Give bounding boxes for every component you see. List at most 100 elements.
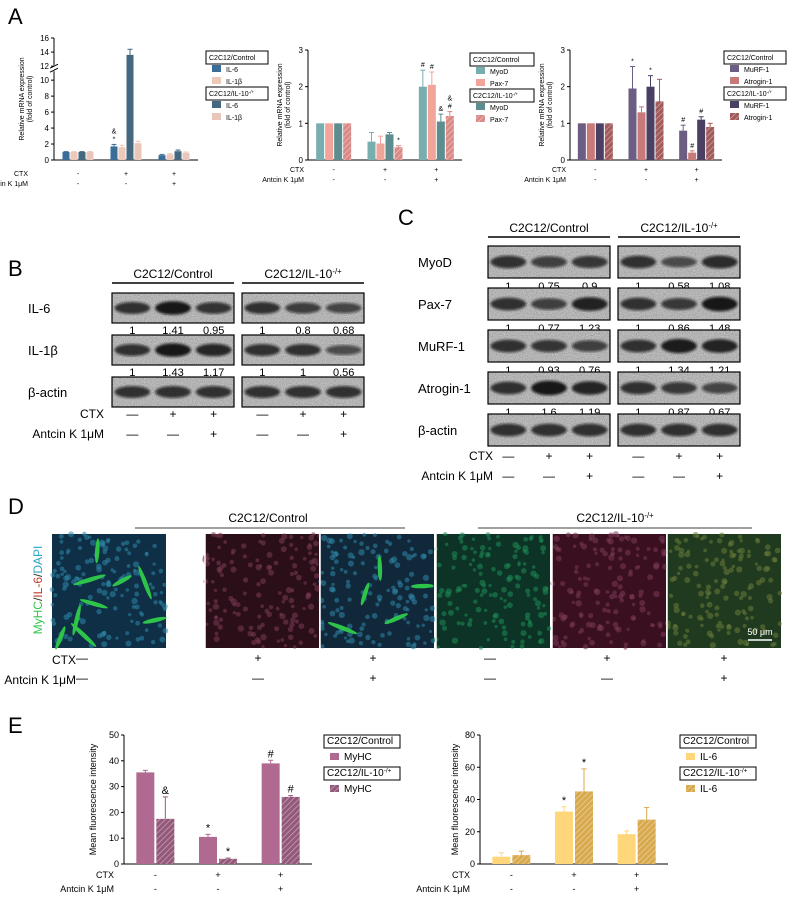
sig-mark-A2: & bbox=[447, 96, 452, 103]
nucleus-dot bbox=[310, 565, 317, 572]
nucleus-dot bbox=[427, 549, 433, 555]
nucleus-dot bbox=[235, 611, 241, 617]
nucleus-dot bbox=[367, 591, 373, 596]
nucleus-dot bbox=[291, 612, 298, 619]
nucleus-dot bbox=[294, 619, 299, 624]
nucleus-dot bbox=[205, 622, 209, 626]
y-tick-label-A1: 14 bbox=[40, 48, 49, 57]
bar-A1 bbox=[174, 151, 182, 160]
nucleus-dot bbox=[416, 624, 420, 628]
nucleus-dot bbox=[715, 623, 721, 629]
nucleus-dot bbox=[706, 592, 710, 597]
y-tick-label-E2: 0 bbox=[470, 859, 475, 869]
nucleus-dot bbox=[765, 550, 772, 557]
legend-group-title-A3: C2C12/Control bbox=[727, 55, 774, 62]
nucleus-dot bbox=[623, 535, 628, 540]
nucleus-dot bbox=[52, 568, 57, 574]
nucleus-dot bbox=[159, 590, 164, 595]
nucleus-dot bbox=[62, 581, 69, 588]
micro-ctx-label: CTX bbox=[52, 653, 76, 667]
blot-header-il10-main: C2C12/IL-10 bbox=[264, 267, 332, 281]
sig-mark-E1: # bbox=[268, 748, 275, 760]
nucleus-dot bbox=[451, 565, 456, 570]
nucleus-dot bbox=[150, 585, 155, 590]
nucleus-dot bbox=[742, 611, 747, 616]
micrographs-layer: C2C12/Control C2C12/IL-10-/+MyHC/IL-6/DAP… bbox=[4, 511, 783, 687]
legend-swatch-A3 bbox=[730, 65, 739, 72]
nucleus-dot bbox=[395, 602, 401, 609]
nucleus-dot bbox=[638, 589, 644, 595]
legend-group-title-A1: C2C12/Control bbox=[209, 55, 256, 62]
nucleus-dot bbox=[402, 616, 407, 621]
nucleus-dot bbox=[726, 624, 732, 631]
blot-quant-value: 0.8 bbox=[295, 325, 310, 337]
nucleus-dot bbox=[494, 624, 498, 629]
blot-antcin-mark: + bbox=[716, 469, 723, 483]
nucleus-dot bbox=[114, 556, 120, 562]
nucleus-dot bbox=[97, 633, 103, 639]
sig-mark-A3: * bbox=[631, 59, 634, 66]
nucleus-dot bbox=[705, 584, 712, 590]
nucleus-dot bbox=[390, 556, 398, 563]
nucleus-dot bbox=[501, 625, 507, 630]
antcin-label: Antcin K 1μM bbox=[60, 884, 114, 894]
nucleus-dot bbox=[87, 535, 92, 539]
blot-row-label: Atrogin-1 bbox=[418, 381, 471, 396]
nucleus-dot bbox=[289, 555, 294, 560]
nucleus-dot bbox=[503, 599, 507, 603]
legend-label-E2: IL-6 bbox=[700, 784, 718, 795]
blot-row-label: IL-1β bbox=[28, 343, 58, 358]
nucleus-dot bbox=[538, 638, 545, 644]
myhc-fiber bbox=[70, 623, 97, 647]
nucleus-dot bbox=[268, 569, 275, 576]
nucleus-dot bbox=[151, 571, 156, 576]
sig-mark-A2: * bbox=[397, 138, 400, 145]
nucleus-dot bbox=[330, 570, 336, 577]
nucleus-dot bbox=[640, 640, 647, 647]
bar-hatch-E1 bbox=[219, 858, 237, 864]
nucleus-dot bbox=[557, 645, 562, 649]
sig-mark-A2: & bbox=[438, 106, 443, 113]
y-axis-label-E2: Mean fluorescence intensity bbox=[450, 743, 460, 855]
blot-band bbox=[195, 343, 232, 357]
ctx-label: CTX bbox=[14, 171, 28, 178]
y-tick-label-A1: 10 bbox=[40, 76, 49, 85]
nucleus-dot bbox=[406, 554, 413, 561]
nucleus-dot bbox=[358, 549, 365, 556]
myhc-fiber bbox=[79, 599, 108, 609]
nucleus-dot bbox=[678, 547, 685, 554]
y-axis-label-A3: Relative mRNA expression bbox=[539, 63, 546, 146]
nucleus-dot bbox=[678, 551, 685, 558]
blot-panel-b: C2C12/Control C2C12/IL-10-/+ IL-6 1 1.41 0.95… bbox=[28, 267, 365, 441]
nucleus-dot bbox=[346, 623, 353, 630]
nucleus-dot bbox=[612, 621, 619, 628]
nucleus-dot bbox=[289, 571, 295, 577]
nucleus-dot bbox=[771, 556, 778, 563]
blot-header-il10-sup: -/+ bbox=[708, 221, 718, 230]
nucleus-dot bbox=[530, 570, 537, 577]
y-axis-label-A1: (fold of control) bbox=[27, 76, 34, 123]
ctx-label: CTX bbox=[290, 167, 304, 174]
nucleus-dot bbox=[660, 631, 666, 637]
legend-group-box-A2 bbox=[469, 52, 535, 67]
bar-hatch-E2 bbox=[575, 791, 593, 864]
nucleus-dot bbox=[75, 564, 82, 571]
bar-A1 bbox=[158, 155, 166, 160]
nucleus-dot bbox=[464, 613, 468, 617]
blot-band bbox=[531, 423, 567, 437]
nucleus-dot bbox=[320, 626, 325, 631]
nucleus-dot bbox=[692, 570, 699, 577]
nucleus-dot bbox=[462, 545, 468, 551]
nucleus-dot bbox=[605, 620, 610, 625]
blot-ctx-mark: + bbox=[340, 407, 347, 421]
blot-band bbox=[155, 301, 191, 315]
nucleus-dot bbox=[264, 608, 270, 614]
nucleus-dot bbox=[390, 600, 396, 606]
blot-band bbox=[490, 423, 527, 437]
nucleus-dot bbox=[127, 551, 132, 556]
sig-mark-A1: * bbox=[113, 136, 116, 143]
nucleus-dot bbox=[503, 605, 508, 609]
nucleus-dot bbox=[618, 536, 625, 542]
myhc-fiber bbox=[55, 626, 66, 650]
micro-header-control: C2C12/Control bbox=[228, 511, 307, 525]
